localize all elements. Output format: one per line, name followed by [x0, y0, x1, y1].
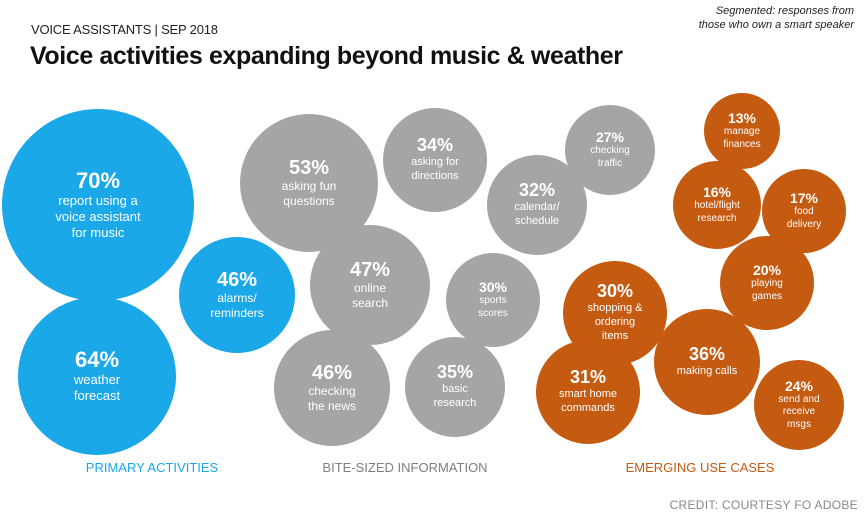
bubble: 70% report using a voice assistant for mu…	[2, 109, 194, 301]
bubble-percent: 64%	[74, 346, 120, 372]
bubble: 16% hotel/flight research	[673, 161, 761, 249]
kicker: VOICE ASSISTANTS | SEP 2018	[31, 22, 218, 37]
bubble-percent: 46%	[311, 362, 353, 384]
bubble: 20% playing games	[720, 236, 814, 330]
bubble-percent: 27%	[595, 128, 625, 145]
bubble-label: playing games	[751, 278, 783, 302]
bubble-label: manage finances	[723, 126, 761, 150]
bubble-percent: 34%	[416, 135, 454, 156]
bubble-label: making calls	[676, 365, 738, 378]
bubble: 13% manage finances	[704, 93, 780, 169]
bubble-percent: 30%	[478, 278, 508, 295]
segment-note: Segmented: responses from those who own …	[698, 5, 854, 31]
bubble: 32% calendar/ schedule	[487, 155, 587, 255]
bubble-label: report using a voice assistant for music	[55, 192, 141, 241]
bubble-percent: 70%	[75, 167, 121, 193]
section-label-bite-sized: BITE-SIZED INFORMATION	[322, 460, 488, 475]
bubble-label: hotel/flight research	[694, 200, 740, 224]
bubble-percent: 31%	[569, 367, 607, 388]
bubble-percent: 32%	[518, 180, 556, 201]
bubble: 31% smart home commands	[536, 340, 640, 444]
bubble-label: send and receive msgs	[778, 393, 820, 430]
bubble-label: calendar/ schedule	[514, 201, 560, 227]
bubble: 46% checking the news	[274, 330, 390, 446]
bubble: 30% sports scores	[446, 253, 540, 347]
bubble-label: online search	[351, 281, 389, 310]
bubble: 35% basic research	[405, 337, 505, 437]
bubble-percent: 35%	[436, 362, 474, 383]
bubble: 34% asking for directions	[383, 108, 487, 212]
bubble: 47% online search	[310, 225, 430, 345]
bubble-percent: 47%	[349, 259, 391, 281]
page-title: Voice activities expanding beyond music …	[30, 42, 623, 70]
bubble-percent: 46%	[216, 269, 258, 291]
section-label-emerging: EMERGING USE CASES	[625, 460, 775, 475]
section-label-primary: PRIMARY ACTIVITIES	[85, 460, 219, 475]
bubble-percent: 20%	[752, 261, 782, 278]
bubble: 46% alarms/ reminders	[179, 237, 295, 353]
bubble-label: alarms/ reminders	[210, 291, 264, 320]
bubble-label: weather forecast	[73, 371, 121, 404]
bubble: 64% weather forecast	[18, 297, 176, 455]
bubble-label: checking the news	[307, 384, 357, 413]
bubble-label: food delivery	[786, 206, 822, 230]
bubble-label: checking traffic	[590, 145, 630, 169]
bubble-percent: 36%	[688, 344, 726, 365]
bubble-label: asking for directions	[411, 156, 459, 182]
bubble: 36% making calls	[654, 309, 760, 415]
bubble: 24% send and receive msgs	[754, 360, 844, 450]
bubble-percent: 13%	[727, 109, 757, 126]
bubble-percent: 53%	[288, 157, 330, 179]
bubble-label: basic research	[433, 383, 477, 409]
bubble-label: smart home commands	[558, 388, 618, 414]
bubble-label: shopping & ordering items	[587, 302, 643, 342]
credit: CREDIT: COURTESY FO ADOBE	[669, 498, 858, 512]
bubble-label: asking fun questions	[281, 179, 337, 208]
bubble-percent: 17%	[789, 189, 819, 206]
bubble-percent: 16%	[702, 183, 732, 200]
bubble-percent: 24%	[784, 377, 814, 394]
bubble-percent: 30%	[596, 281, 634, 302]
bubble-label: sports scores	[478, 295, 508, 319]
